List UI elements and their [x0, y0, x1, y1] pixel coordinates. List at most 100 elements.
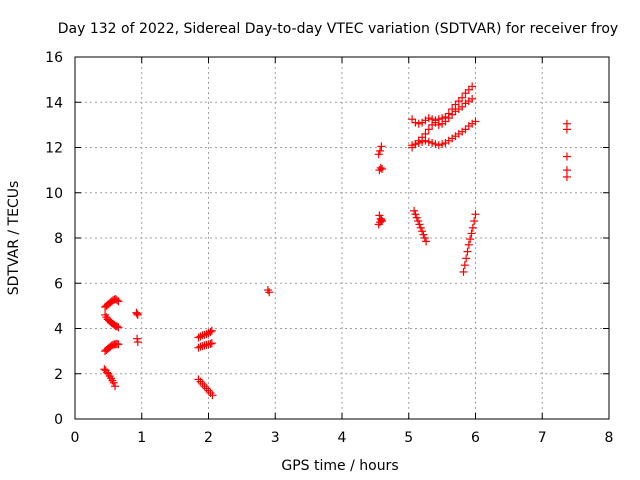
data-point — [460, 261, 469, 270]
x-tick-label: 4 — [338, 430, 347, 446]
data-point — [114, 323, 123, 332]
data-point — [421, 129, 430, 138]
data-point — [206, 339, 215, 348]
data-point — [420, 234, 429, 242]
x-tick-label: 7 — [538, 430, 547, 446]
data-point — [448, 110, 457, 119]
data-point — [461, 125, 470, 134]
data-point — [208, 391, 217, 400]
y-tick-label: 12 — [45, 141, 63, 157]
data-point — [471, 210, 480, 219]
data-point — [376, 146, 385, 155]
data-point — [374, 150, 383, 159]
data-point — [468, 82, 477, 91]
data-point — [377, 215, 386, 224]
x-tick-label: 1 — [137, 430, 146, 446]
data-point — [206, 327, 215, 336]
data-point — [466, 235, 475, 244]
data-point — [471, 117, 480, 126]
data-point — [416, 223, 425, 232]
data-point — [421, 136, 430, 145]
data-point — [418, 137, 427, 146]
data-point — [133, 334, 142, 343]
data-point — [434, 120, 443, 129]
data-point — [111, 382, 120, 391]
data-point — [200, 341, 209, 350]
data-point — [202, 330, 211, 339]
x-tick-label: 3 — [271, 430, 280, 446]
y-tick-label: 2 — [54, 367, 63, 383]
data-point — [562, 125, 571, 134]
data-point — [562, 166, 571, 175]
data-point — [414, 119, 423, 128]
data-point — [109, 378, 118, 387]
data-point — [451, 100, 460, 109]
data-point — [464, 240, 473, 249]
data-point — [428, 138, 437, 147]
data-point — [424, 137, 433, 146]
data-point — [194, 343, 203, 352]
data-point — [458, 102, 467, 111]
data-point — [114, 340, 123, 349]
data-point — [198, 342, 207, 351]
data-point — [113, 296, 122, 305]
y-tick-label: 16 — [45, 50, 63, 66]
data-point — [419, 230, 428, 239]
data-point — [376, 163, 385, 172]
data-point — [133, 310, 142, 319]
data-point — [418, 227, 427, 236]
y-tick-label: 14 — [45, 95, 63, 111]
data-point — [414, 217, 423, 226]
x-tick-label: 0 — [71, 430, 80, 446]
data-point — [411, 210, 420, 219]
data-point — [411, 118, 420, 127]
data-point — [377, 142, 386, 151]
y-tick-label: 8 — [54, 231, 63, 247]
data-point — [411, 140, 420, 149]
data-point — [467, 229, 476, 238]
y-axis-label: SDTVAR / TECUs — [6, 181, 22, 296]
data-point — [441, 117, 450, 126]
data-points — [100, 82, 571, 400]
data-point — [444, 114, 453, 123]
data-point — [459, 267, 468, 276]
data-point — [200, 330, 209, 339]
data-point — [562, 172, 571, 181]
y-tick-labels: 0 2 4 6 8 10 12 14 16 — [45, 50, 63, 428]
grid-lines — [75, 57, 609, 419]
data-point — [196, 332, 205, 341]
data-point — [408, 141, 417, 150]
data-point — [424, 125, 433, 134]
data-point — [438, 140, 447, 149]
data-point — [415, 220, 424, 229]
data-point — [468, 223, 477, 232]
data-point — [194, 333, 203, 342]
data-point — [412, 213, 421, 222]
data-point — [414, 138, 423, 147]
data-point — [434, 141, 443, 150]
data-point — [133, 338, 142, 347]
x-tick-label: 5 — [404, 430, 413, 446]
data-point — [562, 152, 571, 161]
data-point — [461, 89, 470, 98]
data-point — [114, 297, 123, 306]
data-point — [470, 217, 479, 226]
x-tick-label: 8 — [605, 430, 614, 446]
data-point — [410, 206, 419, 215]
data-point — [375, 211, 384, 220]
data-point — [462, 254, 471, 263]
y-tick-label: 6 — [54, 276, 63, 292]
y-tick-label: 10 — [45, 186, 63, 202]
data-point — [378, 217, 387, 226]
data-point — [378, 164, 387, 173]
y-tick-label: 0 — [54, 412, 63, 428]
chart-title: Day 132 of 2022, Sidereal Day-to-day VTE… — [58, 21, 618, 37]
x-tick-label: 2 — [204, 430, 213, 446]
data-point — [424, 114, 433, 123]
data-point — [207, 326, 216, 335]
data-point — [207, 339, 216, 348]
data-point — [464, 85, 473, 94]
data-point — [422, 237, 431, 246]
x-tick-labels: 0 1 2 3 4 5 6 7 8 — [71, 430, 614, 446]
